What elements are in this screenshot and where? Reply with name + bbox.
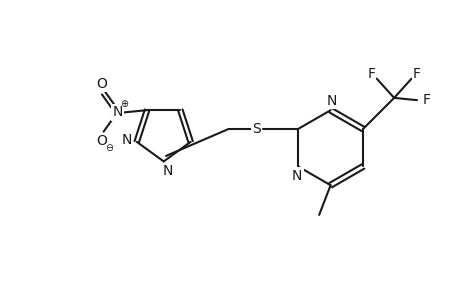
Text: N: N [291, 169, 302, 183]
Text: N: N [121, 133, 132, 147]
Text: F: F [422, 93, 430, 107]
Text: N: N [163, 164, 173, 178]
Text: ⊖: ⊖ [105, 142, 113, 153]
Text: F: F [412, 67, 420, 81]
Text: N: N [112, 105, 122, 119]
Text: ⊕: ⊕ [120, 99, 128, 109]
Text: F: F [366, 67, 375, 81]
Text: O: O [95, 134, 106, 148]
Text: N: N [325, 94, 336, 108]
Text: S: S [252, 122, 261, 136]
Text: O: O [95, 77, 106, 91]
